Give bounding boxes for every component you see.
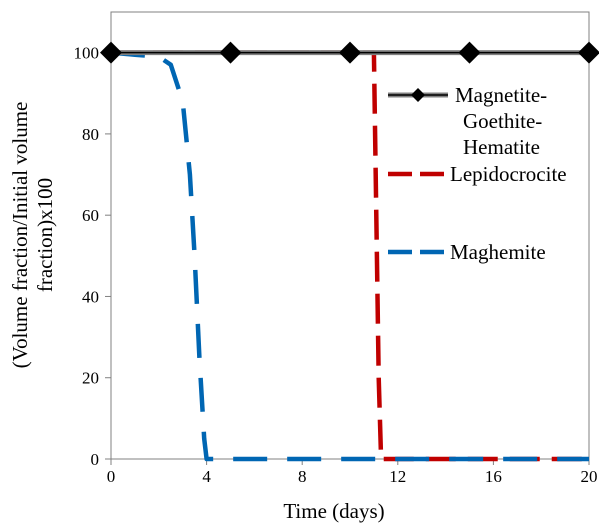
legend-label-line: Hematite (463, 135, 540, 159)
y-tick-label: 20 (82, 369, 99, 388)
legend-label-line: Maghemite (450, 240, 546, 264)
legend-entry-background (385, 158, 585, 188)
series-line-maghemite (110, 50, 589, 462)
y-axis-title: (Volume fraction/Initial volumefraction)… (8, 102, 57, 369)
legend-swatch-diamond (411, 88, 425, 102)
x-axis-title: Time (days) (283, 499, 384, 523)
legend-label: Maghemite (450, 240, 546, 264)
x-tick-label: 20 (581, 467, 598, 486)
data-point-diamond (578, 41, 599, 64)
y-axis-title-line: fraction)x100 (33, 178, 57, 292)
y-tick-label: 40 (82, 287, 99, 306)
y-tick-label: 100 (74, 44, 100, 63)
x-tick-label: 8 (298, 467, 307, 486)
y-tick-label: 80 (82, 125, 99, 144)
x-tick-label: 16 (485, 467, 502, 486)
data-point-diamond (100, 41, 122, 64)
x-tick-label: 4 (202, 467, 211, 486)
legend-entry-background (385, 236, 585, 266)
legend-label-line: Magnetite- (455, 83, 547, 107)
data-point-diamond (219, 41, 242, 64)
legend-label: Magnetite-Goethite-Hematite (455, 83, 547, 159)
data-point-diamond (458, 41, 481, 64)
x-tick-label: 12 (389, 467, 406, 486)
y-tick-label: 60 (82, 206, 99, 225)
x-tick-label: 0 (107, 467, 116, 486)
legend-label: Lepidocrocite (450, 162, 567, 186)
data-point-diamond (339, 41, 361, 64)
legend-label-line: Lepidocrocite (450, 162, 567, 186)
y-tick-label: 0 (91, 450, 100, 469)
legend-label-line: Goethite- (463, 109, 542, 133)
y-axis-title-line: (Volume fraction/Initial volume (8, 102, 32, 369)
